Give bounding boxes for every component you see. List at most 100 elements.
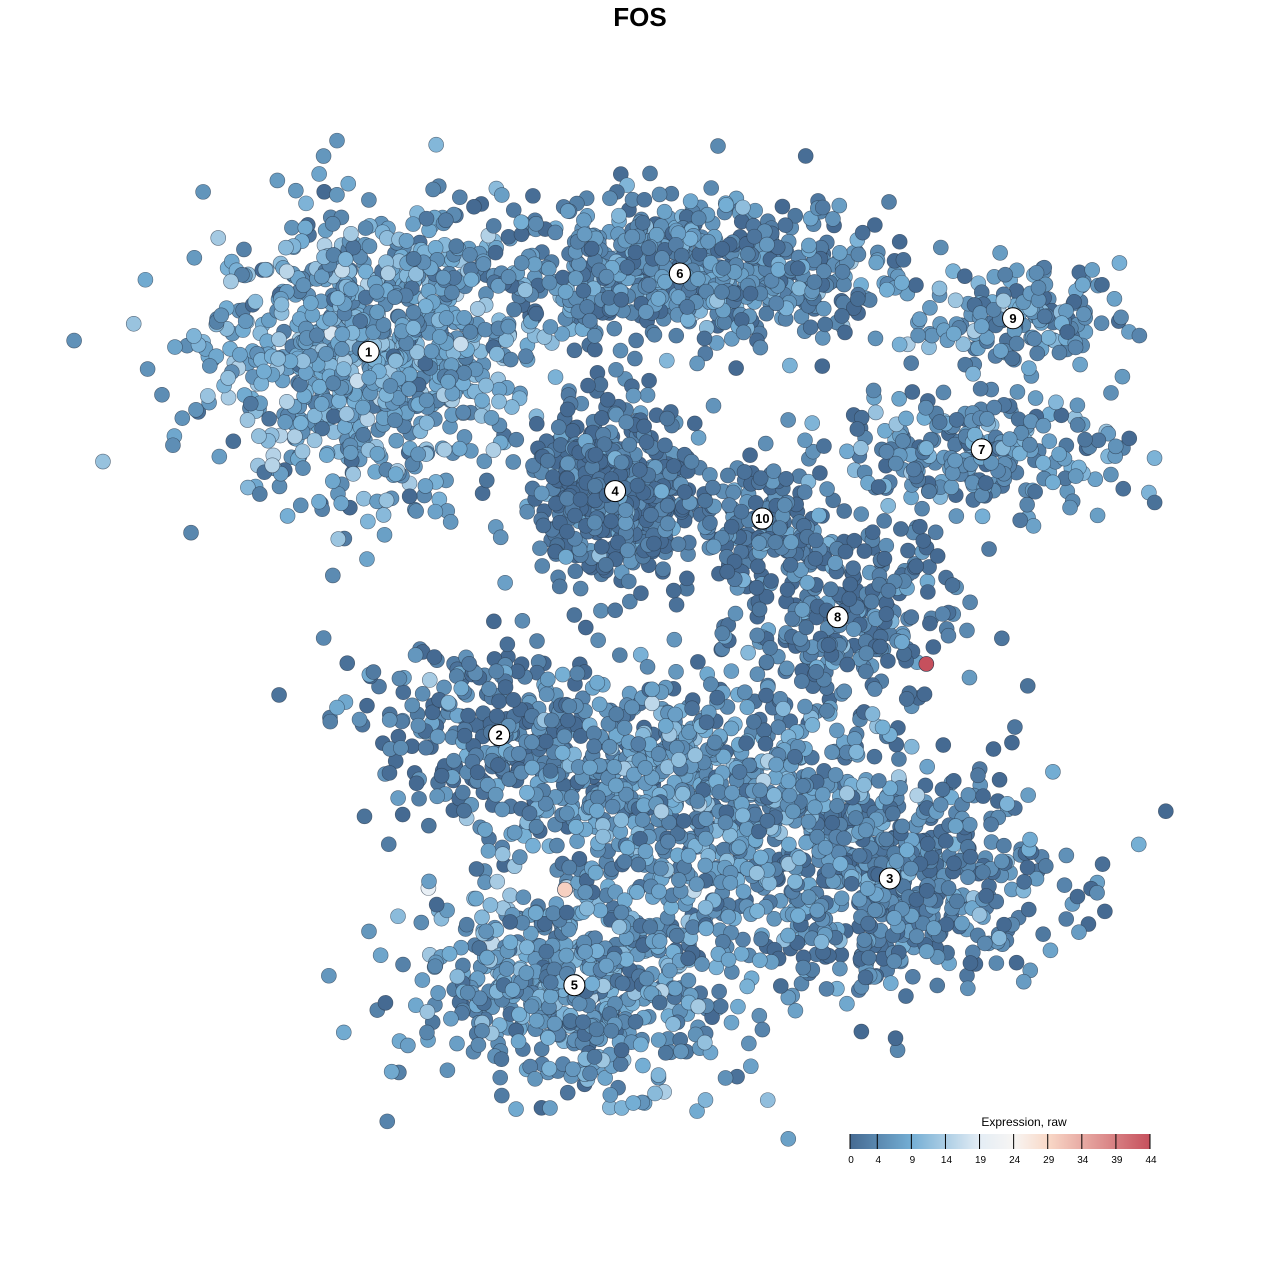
cell-point bbox=[723, 1014, 740, 1031]
cell-point bbox=[188, 402, 204, 418]
cell-point bbox=[213, 307, 230, 324]
cell-point bbox=[679, 299, 696, 315]
cell-point bbox=[1036, 308, 1053, 325]
cell-point bbox=[339, 655, 356, 671]
cell-point bbox=[494, 801, 511, 818]
cell-point bbox=[739, 978, 756, 995]
cell-point bbox=[884, 805, 901, 822]
cell-point bbox=[277, 414, 293, 430]
cell-point bbox=[651, 186, 668, 203]
cell-point bbox=[468, 861, 485, 877]
cell-point bbox=[551, 578, 568, 595]
cell-point bbox=[983, 816, 999, 833]
cell-point bbox=[711, 983, 727, 1000]
cell-point bbox=[621, 436, 638, 453]
cell-point bbox=[487, 244, 504, 261]
cell-point bbox=[554, 666, 571, 683]
cell-point bbox=[817, 316, 833, 333]
cell-point bbox=[1067, 468, 1084, 484]
cell-point bbox=[239, 412, 256, 428]
cell-point bbox=[356, 808, 373, 825]
cell-point bbox=[541, 274, 558, 291]
cell-point bbox=[665, 1016, 681, 1032]
cell-point bbox=[758, 305, 775, 322]
cell-point bbox=[762, 640, 778, 656]
cell-point bbox=[379, 1113, 396, 1130]
cell-point bbox=[287, 428, 303, 445]
cell-point bbox=[625, 387, 642, 404]
cell-point bbox=[440, 373, 456, 390]
cell-point bbox=[638, 970, 655, 987]
cell-point bbox=[995, 292, 1012, 309]
cell-point bbox=[1146, 494, 1163, 511]
cell-point bbox=[886, 953, 903, 970]
cell-point bbox=[1058, 911, 1075, 927]
cell-point bbox=[644, 695, 660, 712]
cell-point bbox=[1019, 496, 1035, 513]
cell-point bbox=[499, 636, 516, 653]
cell-point bbox=[839, 995, 855, 1012]
cell-point bbox=[139, 361, 156, 377]
cell-point bbox=[382, 378, 399, 394]
cell-point bbox=[271, 687, 287, 703]
cell-point bbox=[311, 378, 328, 395]
cell-point bbox=[689, 355, 705, 372]
cell-point bbox=[611, 919, 628, 935]
cell-point bbox=[1056, 877, 1073, 893]
cell-point bbox=[513, 255, 530, 271]
cell-point bbox=[279, 263, 295, 280]
cell-point bbox=[355, 426, 372, 443]
cell-point bbox=[515, 889, 532, 906]
cell-point bbox=[482, 897, 499, 913]
cell-point bbox=[576, 212, 592, 229]
cell-point bbox=[355, 399, 371, 416]
cell-point bbox=[1022, 831, 1038, 848]
cell-point bbox=[438, 310, 455, 326]
cell-point bbox=[567, 270, 584, 287]
cell-point bbox=[279, 393, 295, 410]
cell-point bbox=[761, 875, 778, 892]
cell-point bbox=[815, 263, 832, 280]
cell-point bbox=[559, 455, 576, 472]
cell-point bbox=[908, 277, 924, 293]
cell-point bbox=[962, 594, 978, 611]
cell-point bbox=[492, 1069, 509, 1086]
cell-point bbox=[759, 236, 775, 253]
cell-point bbox=[961, 669, 978, 686]
cell-point bbox=[807, 550, 824, 567]
cell-point bbox=[680, 950, 696, 967]
cell-point bbox=[329, 290, 346, 306]
cell-point bbox=[1027, 483, 1043, 500]
cell-point bbox=[539, 452, 556, 469]
cell-point bbox=[944, 577, 961, 593]
cell-point bbox=[1035, 455, 1051, 471]
cell-point bbox=[435, 269, 452, 286]
cell-point bbox=[787, 1002, 804, 1019]
cell-point bbox=[514, 612, 531, 629]
cell-point bbox=[643, 507, 659, 523]
cell-point bbox=[680, 972, 697, 989]
cell-point bbox=[490, 757, 506, 773]
cell-point bbox=[1158, 803, 1174, 820]
cell-point bbox=[1067, 339, 1084, 356]
cell-point bbox=[489, 346, 505, 362]
cell-point bbox=[401, 488, 418, 505]
cell-point bbox=[829, 722, 845, 739]
cell-point bbox=[278, 239, 294, 256]
cell-point bbox=[815, 300, 832, 317]
cell-point bbox=[329, 186, 345, 203]
cell-point bbox=[351, 711, 368, 728]
cell-point bbox=[452, 189, 468, 206]
cell-point bbox=[903, 738, 920, 755]
cell-point bbox=[864, 524, 881, 540]
cell-point bbox=[387, 412, 403, 429]
cell-point bbox=[700, 233, 716, 250]
cell-point bbox=[910, 327, 926, 344]
cell-point bbox=[1062, 499, 1078, 516]
cell-point bbox=[908, 928, 925, 945]
cell-point bbox=[820, 637, 837, 653]
cell-point bbox=[606, 320, 623, 337]
cell-point bbox=[543, 988, 559, 1005]
cell-point bbox=[584, 975, 601, 992]
cell-point bbox=[505, 202, 522, 218]
